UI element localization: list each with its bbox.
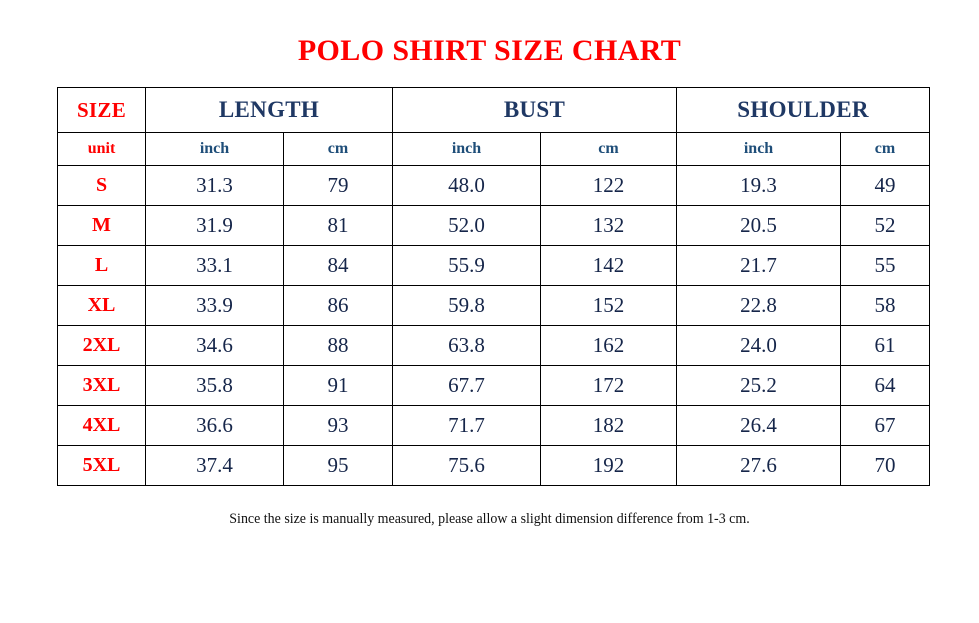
- table-cell-length-cm: 95: [283, 445, 393, 486]
- table-cell-bust-inch: 71.7: [392, 405, 541, 446]
- table-row: 2XL 34.6 88 63.8 162 24.0 61: [57, 325, 931, 366]
- table-row: 4XL 36.6 93 71.7 182 26.4 67: [57, 405, 931, 446]
- table-cell-length-cm: 86: [283, 285, 393, 326]
- table-cell-bust-cm: 182: [539, 405, 678, 446]
- table-cell-shoulder-inch: 25.2: [676, 365, 842, 406]
- size-chart-table: SIZE LENGTH BUST SHOULDER unit inch cm i…: [57, 87, 931, 486]
- table-cell-length-cm: 81: [283, 205, 393, 246]
- table-cell-bust-cm: 122: [539, 165, 678, 206]
- table-cell-length-inch: 31.3: [145, 165, 284, 206]
- table-cell-size: 3XL: [57, 365, 146, 406]
- table-cell-bust-inch: 55.9: [392, 245, 541, 286]
- table-header-group-row: SIZE LENGTH BUST SHOULDER: [57, 87, 931, 133]
- table-row: S 31.3 79 48.0 122 19.3 49: [57, 165, 931, 206]
- table-cell-shoulder-cm: 58: [840, 285, 931, 326]
- column-header-bust: BUST: [391, 87, 678, 133]
- table-cell-length-inch: 33.9: [145, 285, 284, 326]
- table-cell-length-cm: 84: [283, 245, 393, 286]
- table-cell-shoulder-inch: 27.6: [676, 445, 842, 486]
- table-header-unit-row: unit inch cm inch cm inch cm: [57, 132, 931, 166]
- table-cell-shoulder-inch: 21.7: [676, 245, 842, 286]
- table-cell-bust-cm: 172: [539, 365, 678, 406]
- table-cell-length-inch: 35.8: [145, 365, 284, 406]
- table-cell-length-inch: 34.6: [145, 325, 284, 366]
- table-cell-size: L: [57, 245, 146, 286]
- table-cell-length-inch: 31.9: [145, 205, 284, 246]
- table-cell-shoulder-inch: 26.4: [676, 405, 842, 446]
- unit-header-length-inch: inch: [145, 132, 284, 166]
- table-cell-size: 4XL: [57, 405, 146, 446]
- table-cell-bust-cm: 192: [539, 445, 678, 486]
- page-title: POLO SHIRT SIZE CHART: [297, 34, 682, 67]
- table-cell-shoulder-cm: 52: [840, 205, 931, 246]
- table-row: L 33.1 84 55.9 142 21.7 55: [57, 245, 931, 286]
- table-cell-bust-inch: 75.6: [392, 445, 541, 486]
- table-cell-size: 2XL: [57, 325, 146, 366]
- table-cell-bust-inch: 59.8: [392, 285, 541, 326]
- table-cell-bust-inch: 63.8: [392, 325, 541, 366]
- table-cell-shoulder-cm: 70: [840, 445, 931, 486]
- table-cell-shoulder-cm: 49: [840, 165, 931, 206]
- unit-header-shoulder-inch: inch: [676, 132, 842, 166]
- table-cell-size: S: [57, 165, 146, 206]
- table-cell-shoulder-cm: 64: [840, 365, 931, 406]
- table-cell-shoulder-cm: 67: [840, 405, 931, 446]
- table-cell-length-cm: 93: [283, 405, 393, 446]
- table-cell-size: 5XL: [57, 445, 146, 486]
- table-cell-bust-cm: 132: [539, 205, 678, 246]
- table-cell-bust-cm: 162: [539, 325, 678, 366]
- table-cell-bust-inch: 52.0: [392, 205, 541, 246]
- column-header-size: SIZE: [57, 87, 146, 133]
- table-cell-shoulder-inch: 24.0: [676, 325, 842, 366]
- table-cell-length-cm: 79: [283, 165, 393, 206]
- size-chart-table-container: SIZE LENGTH BUST SHOULDER unit inch cm i…: [57, 87, 931, 486]
- table-cell-shoulder-cm: 55: [840, 245, 931, 286]
- table-cell-bust-cm: 152: [539, 285, 678, 326]
- table-cell-shoulder-cm: 61: [840, 325, 931, 366]
- table-row: 5XL 37.4 95 75.6 192 27.6 70: [57, 445, 931, 486]
- unit-header-shoulder-cm: cm: [840, 132, 931, 166]
- table-cell-shoulder-inch: 19.3: [676, 165, 842, 206]
- table-cell-bust-inch: 67.7: [392, 365, 541, 406]
- table-cell-length-inch: 37.4: [145, 445, 284, 486]
- table-cell-length-inch: 36.6: [145, 405, 284, 446]
- table-cell-length-inch: 33.1: [145, 245, 284, 286]
- unit-header-length-cm: cm: [283, 132, 393, 166]
- measurement-disclaimer-note: Since the size is manually measured, ple…: [229, 511, 750, 527]
- table-row: XL 33.9 86 59.8 152 22.8 58: [57, 285, 931, 326]
- table-cell-length-cm: 88: [283, 325, 393, 366]
- column-header-length: LENGTH: [145, 87, 393, 133]
- table-cell-length-cm: 91: [283, 365, 393, 406]
- unit-header-bust-cm: cm: [539, 132, 678, 166]
- column-header-shoulder: SHOULDER: [676, 87, 931, 133]
- table-cell-bust-cm: 142: [539, 245, 678, 286]
- table-cell-shoulder-inch: 22.8: [676, 285, 842, 326]
- table-row: M 31.9 81 52.0 132 20.5 52: [57, 205, 931, 246]
- table-cell-shoulder-inch: 20.5: [676, 205, 842, 246]
- unit-row-label: unit: [57, 132, 146, 166]
- table-row: 3XL 35.8 91 67.7 172 25.2 64: [57, 365, 931, 406]
- table-cell-size: XL: [57, 285, 146, 326]
- unit-header-bust-inch: inch: [392, 132, 541, 166]
- size-chart-table-body: S 31.3 79 48.0 122 19.3 49 M 31.9 81 52.0 132 20.5 52…: [57, 165, 931, 486]
- table-cell-bust-inch: 48.0: [392, 165, 541, 206]
- table-cell-size: M: [57, 205, 146, 246]
